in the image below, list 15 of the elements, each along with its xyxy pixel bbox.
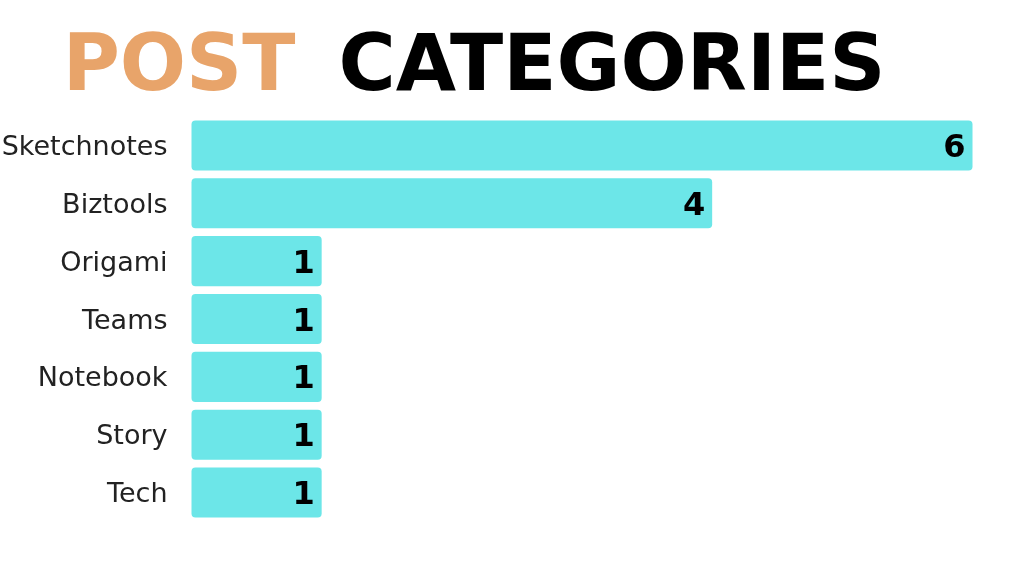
y-tick-label: Origami bbox=[60, 245, 168, 277]
data-label: 1 bbox=[292, 300, 315, 339]
data-label: 6 bbox=[943, 126, 966, 165]
data-label: 1 bbox=[292, 474, 315, 513]
data-label: 1 bbox=[292, 242, 315, 281]
y-tick-label: Notebook bbox=[37, 361, 168, 393]
y-tick-label: Biztools bbox=[62, 187, 168, 219]
y-tick-label: Sketchnotes bbox=[1, 129, 168, 161]
y-tick-label: Tech bbox=[106, 477, 168, 509]
y-tick-label: Teams bbox=[81, 303, 168, 335]
data-label: 1 bbox=[292, 416, 315, 455]
y-tick-label: Story bbox=[96, 419, 168, 451]
data-label: 4 bbox=[682, 184, 706, 223]
chart-title: POST CATEGORIES bbox=[62, 17, 886, 108]
data-label: 1 bbox=[292, 358, 315, 397]
